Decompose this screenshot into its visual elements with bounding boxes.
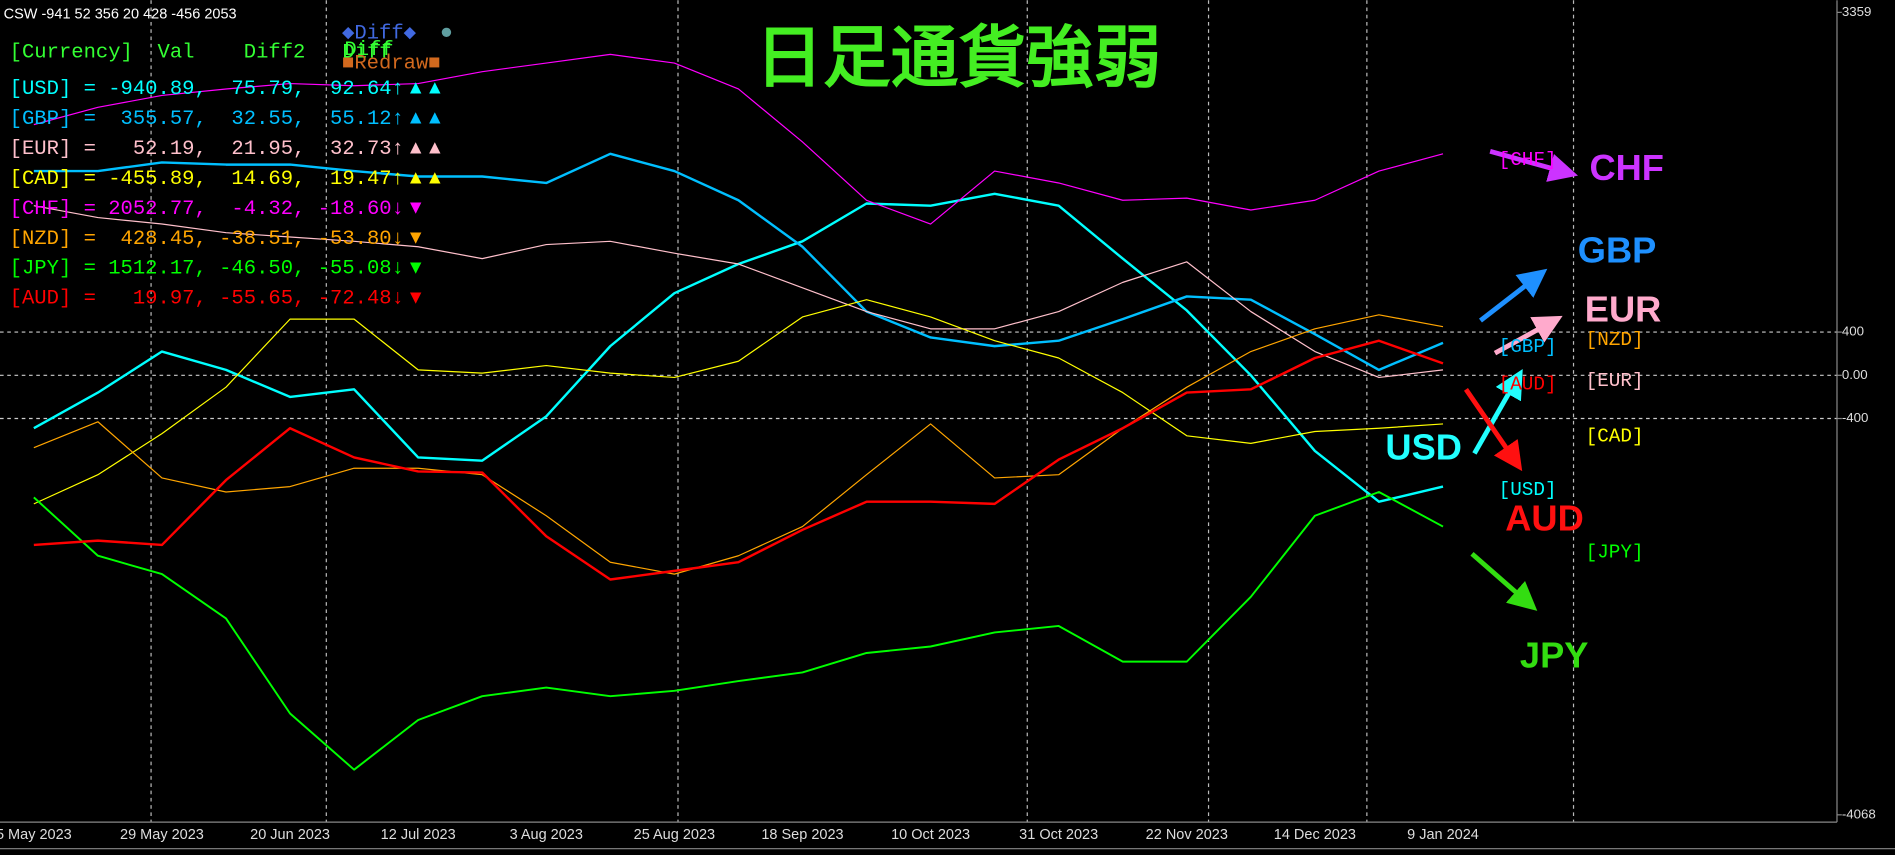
panel-marker: ▲▲ — [406, 138, 444, 159]
legend-entry: [CHF] — [1499, 149, 1557, 171]
annotation: CHF — [1589, 147, 1664, 188]
panel-marker: ▲▲ — [406, 168, 444, 189]
toggle-button[interactable]: ● — [440, 19, 453, 44]
panel-marker: ▲▲ — [406, 78, 444, 99]
panel-row: [CHF] = 2052.77, -4.32, -18.60↓ — [10, 198, 404, 221]
y-tick-label: 400 — [1842, 324, 1864, 339]
panel-row: [EUR] = 52.19, 21.95, 32.73↑ — [10, 138, 404, 161]
panel-row: [GBP] = 355.57, 32.55, 55.12↑ — [10, 108, 404, 131]
x-tick-label: 20 Jun 2023 — [250, 827, 330, 843]
x-tick-label: 10 Oct 2023 — [891, 827, 970, 843]
series-line — [33, 205, 1444, 379]
series-line — [33, 491, 1444, 771]
annotation: USD — [1385, 426, 1462, 467]
vertical-grid — [150, 0, 1575, 823]
indicator-name: CSW -941 52 356 20 428 -456 2053 — [4, 7, 237, 23]
annotation: GBP — [1578, 229, 1657, 270]
legend-entry: [JPY] — [1586, 542, 1644, 564]
x-tick-label: 3 Aug 2023 — [510, 827, 583, 843]
arrows — [1463, 149, 1579, 611]
panel-row: [USD] = -940.89, 75.79, 92.64↑ — [10, 78, 404, 101]
x-tick-label: 22 Nov 2023 — [1146, 827, 1228, 843]
x-tick-label: 25 Aug 2023 — [634, 827, 715, 843]
series-line — [33, 299, 1444, 505]
annotation: EUR — [1585, 289, 1662, 330]
panel-row: [CAD] = -455.89, 14.69, 19.47↑ — [10, 168, 404, 191]
x-tick-label: 5 May 2023 — [0, 827, 72, 843]
series-line — [33, 53, 1444, 225]
series-line — [33, 314, 1444, 575]
diff-button[interactable]: ◆Diff◆ — [342, 22, 417, 45]
panel-marker: ▲▲ — [406, 108, 444, 129]
panel-row: [JPY] = 1512.17, -46.50, -55.08↓ — [10, 258, 404, 281]
legend-entry: [USD] — [1499, 479, 1557, 501]
x-tick-label: 31 Oct 2023 — [1019, 827, 1098, 843]
series-line — [33, 339, 1444, 581]
panel-marker: ▼ — [406, 197, 425, 218]
legend-entry: [GBP] — [1499, 336, 1557, 358]
panel-row: [AUD] = 19.97, -55.65, -72.48↓ — [10, 288, 404, 311]
x-tick-label: 29 May 2023 — [120, 827, 204, 843]
panel-header: [Currency] Val Diff2 Diff — [10, 42, 392, 65]
lines — [33, 53, 1444, 771]
x-tick-label: 12 Jul 2023 — [381, 827, 456, 843]
x-tick-label: 9 Jan 2024 — [1407, 827, 1479, 843]
chart-title: 日足通貨強弱 — [755, 21, 1161, 96]
redraw-button[interactable]: ■Redraw■ — [342, 53, 441, 76]
panel-marker: ▼ — [406, 257, 425, 278]
y-tick-label: -400 — [1842, 410, 1869, 425]
panel-marker: ▼ — [406, 227, 425, 248]
y-tick-label: 3359 — [1842, 4, 1872, 19]
panel-marker: ▼ — [406, 287, 425, 308]
panel-row: [NZD] = 428.45, -38.51, -53.80↓ — [10, 228, 404, 251]
x-tick-label: 14 Dec 2023 — [1274, 827, 1356, 843]
legend-entry: [CAD] — [1586, 426, 1644, 448]
annotation: AUD — [1505, 498, 1584, 539]
legend-entry: [EUR] — [1586, 370, 1644, 392]
annotation: JPY — [1520, 634, 1589, 675]
diff-label: Diff — [344, 39, 393, 62]
legend-entry: [NZD] — [1586, 329, 1644, 351]
x-tick-label: 18 Sep 2023 — [761, 827, 843, 843]
legend-entry: [AUD] — [1499, 374, 1557, 396]
y-tick-label: -4068 — [1842, 806, 1876, 821]
series-line — [33, 152, 1444, 372]
y-tick-label: 0.00 — [1842, 367, 1868, 382]
